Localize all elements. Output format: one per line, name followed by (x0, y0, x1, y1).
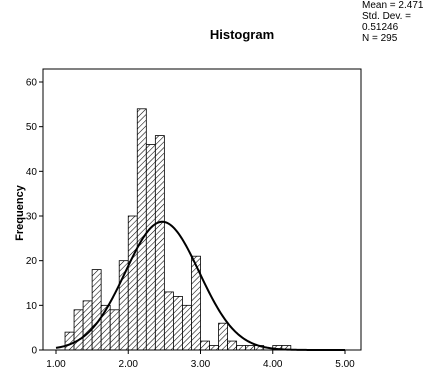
y-tick-label: 50 (26, 122, 38, 133)
histogram-bar (182, 304, 192, 351)
x-tick-label: 2.00 (119, 359, 139, 370)
x-tick-label: 3.00 (191, 359, 211, 370)
histogram-bar (64, 331, 75, 351)
histogram-bar (73, 309, 84, 351)
stats-mean: Mean = 2.471 (362, 0, 424, 11)
histogram-bar (145, 144, 156, 351)
normal-curve (55, 220, 345, 351)
histogram-bar (236, 345, 247, 351)
histogram-bar (245, 345, 256, 351)
histogram-bar (227, 340, 238, 351)
stats-n: N = 295 (362, 33, 398, 44)
x-tick-label: 5.00 (335, 359, 355, 370)
histogram-bar (200, 340, 210, 351)
y-tick-label: 40 (26, 167, 38, 178)
histogram-bar (82, 300, 93, 351)
histogram-bar (91, 269, 102, 351)
x-tick-label: 4.00 (263, 359, 283, 370)
stats-box: Mean = 2.471 Std. Dev. = 0.51246 N = 295 (362, 0, 423, 44)
y-tick-label: 20 (26, 256, 38, 267)
y-tick-label: 30 (26, 212, 38, 223)
histogram-bar (218, 322, 228, 351)
histogram-bar (109, 309, 120, 351)
histogram-bar (136, 108, 147, 351)
histogram-bar (127, 215, 138, 351)
histogram-bar (173, 295, 183, 351)
y-tick-label: 10 (26, 301, 38, 312)
y-tick-label: 60 (26, 78, 38, 89)
x-tick-label: 1.00 (46, 359, 66, 370)
histogram-bar (163, 291, 174, 351)
stats-sd-label: Std. Dev. = (362, 11, 412, 22)
histogram-bar (154, 135, 165, 351)
plot-frame (42, 68, 362, 351)
histogram-bar (209, 345, 219, 351)
stats-sd-value: 0.51246 (362, 22, 399, 33)
y-tick-label: 0 (31, 346, 37, 357)
chart-title: Histogram (210, 27, 274, 42)
y-axis-label: Frequency (14, 184, 26, 241)
